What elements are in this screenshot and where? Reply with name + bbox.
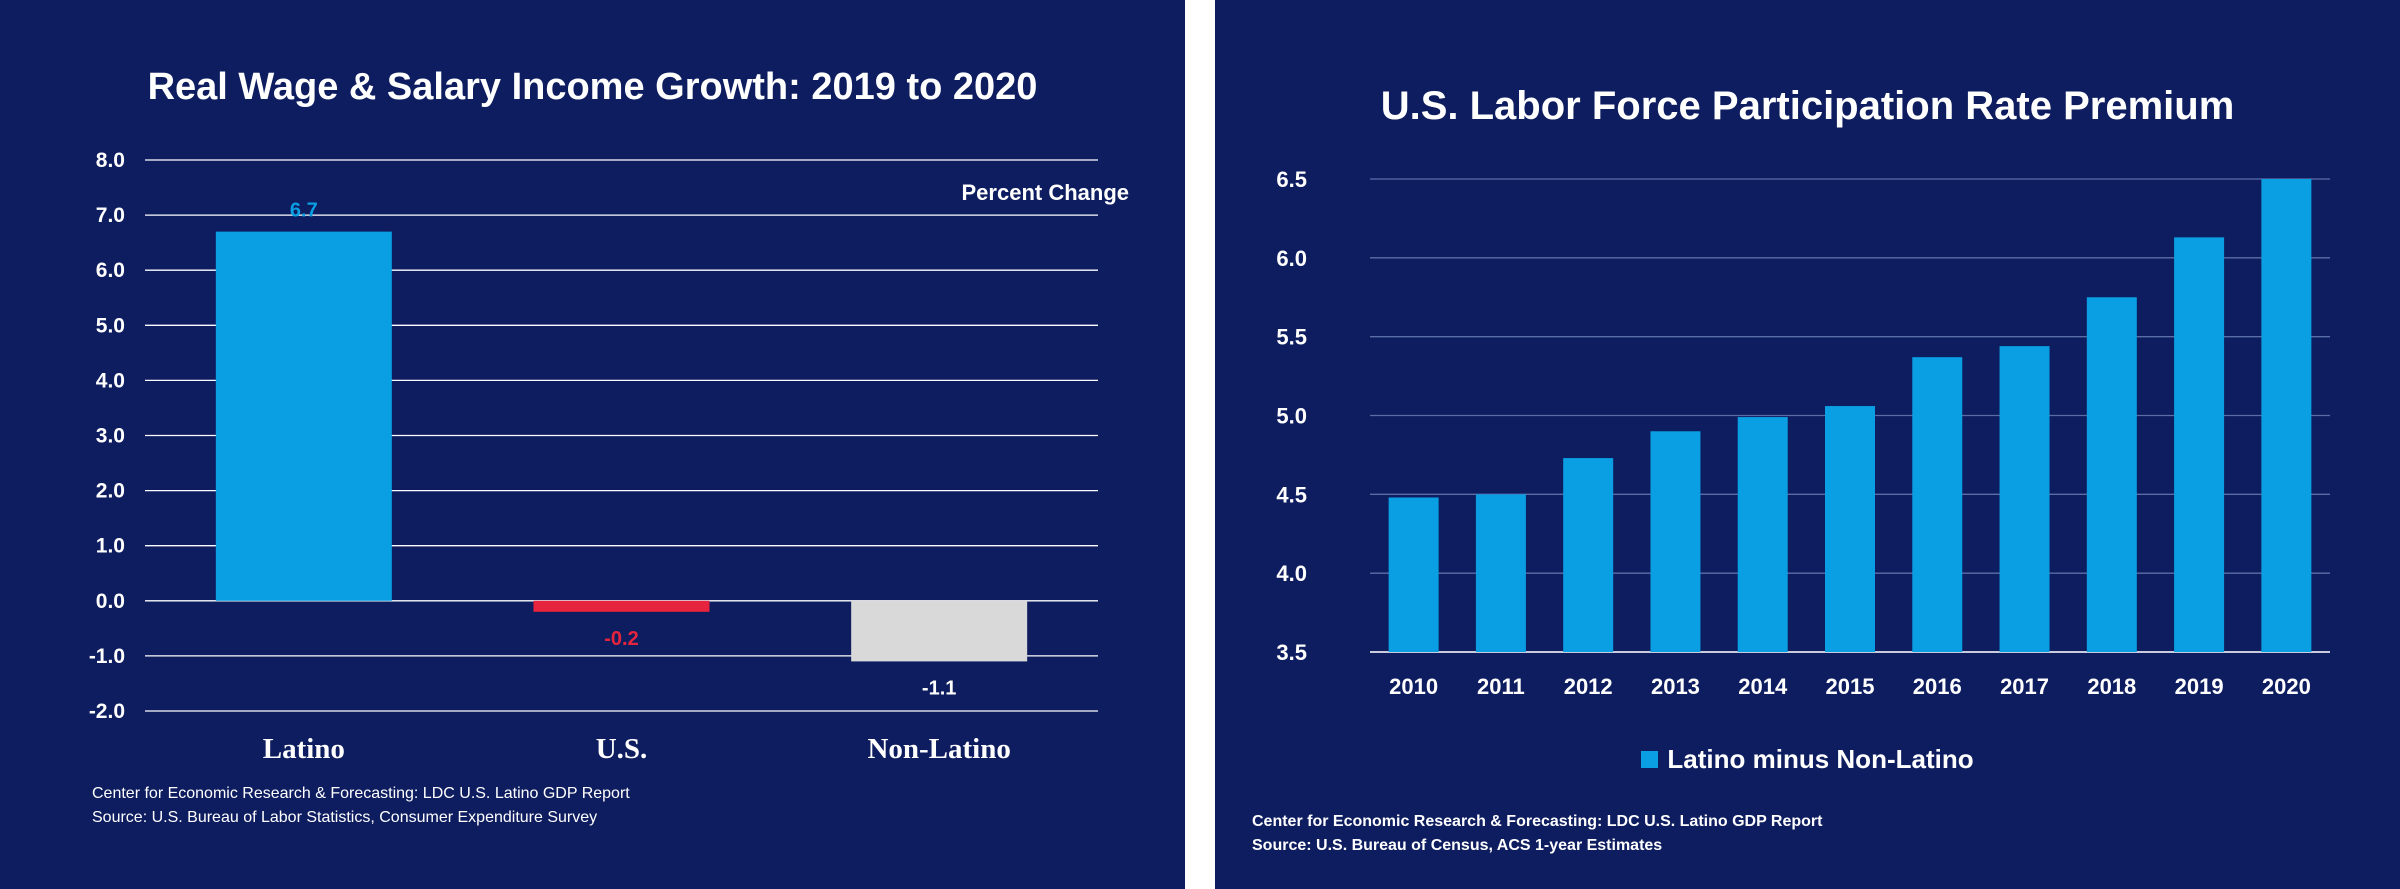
x-tick-label: 2011 (1477, 674, 1525, 699)
bar (1999, 346, 2050, 652)
bar (1825, 406, 1875, 652)
income-growth-panel: Real Wage & Salary Income Growth: 2019 t… (0, 0, 1185, 889)
source-line: Center for Economic Research & Forecasti… (92, 785, 630, 802)
y-tick-label: 6.0 (1276, 246, 1307, 271)
source-note: Center for Economic Research & Forecasti… (1252, 810, 1822, 858)
y-tick-label: 7.0 (96, 204, 125, 227)
x-tick-label: 2020 (2262, 674, 2311, 699)
legend-swatch (1641, 751, 1659, 768)
chart-title: U.S. Labor Force Participation Rate Prem… (1380, 84, 2235, 128)
x-tick-label: 2016 (1913, 674, 1962, 699)
y-tick-label: 4.5 (1276, 482, 1307, 507)
y-tick-label: 5.5 (1276, 325, 1307, 350)
source-line: Source: U.S. Bureau of Labor Statistics,… (92, 809, 598, 826)
x-tick-label: 2012 (1564, 674, 1613, 699)
bar (1475, 494, 1526, 652)
participation-premium-panel: U.S. Labor Force Participation Rate Prem… (1215, 0, 2400, 889)
source-note: Center for Economic Research & Forecasti… (92, 782, 630, 830)
bar (533, 600, 710, 612)
bar (1912, 357, 1963, 652)
source-line: Center for Economic Research & Forecasti… (1252, 813, 1823, 830)
source-line: Source: U.S. Bureau of Census, ACS 1-yea… (1252, 837, 1663, 854)
y-tick-label: -1.0 (89, 645, 125, 668)
y-tick-label: 3.5 (1276, 640, 1307, 665)
x-tick-label: 2017 (2000, 674, 2049, 699)
y-tick-label: 0.0 (96, 590, 125, 613)
data-label: -0.2 (604, 628, 638, 650)
bar (2261, 179, 2312, 652)
bar (2174, 237, 2225, 652)
data-label: 6.7 (290, 200, 318, 222)
x-tick-label: 2015 (1826, 674, 1875, 699)
bar (1737, 417, 1788, 652)
x-tick-label: 2010 (1389, 674, 1438, 699)
bar (2086, 297, 2137, 652)
participation-premium-chart: 6.5 6.0 5.5 5.0 4.5 4.0 3.5 2010 2011 2012 2013 201… (1276, 167, 2330, 699)
y-tick-label: 2.0 (96, 480, 125, 503)
legend-label: Latino minus Non-Latino (1667, 744, 1974, 774)
bar (1563, 458, 1614, 652)
x-tick-label: 2014 (1738, 674, 1788, 699)
y-tick-label: 8.0 (96, 149, 125, 172)
y-tick-label: 3.0 (96, 425, 125, 448)
legend: Latino minus Non-Latino (1215, 744, 2400, 775)
bar (1650, 431, 1701, 652)
category-label: U.S. (596, 733, 648, 765)
y-tick-label: 6.5 (1276, 167, 1307, 192)
y-tick-label: 5.0 (96, 314, 125, 337)
bar (215, 231, 392, 601)
y-tick-label: -2.0 (89, 700, 125, 723)
y-tick-label: 6.0 (96, 259, 125, 282)
x-tick-label: 2013 (1651, 674, 1700, 699)
chart-title: Real Wage & Salary Income Growth: 2019 t… (147, 66, 1038, 108)
category-label: Latino (263, 733, 345, 765)
bar (851, 600, 1028, 662)
category-label: Non-Latino (867, 733, 1010, 765)
unit-label: Percent Change (961, 180, 1130, 205)
x-tick-label: 2018 (2087, 674, 2136, 699)
bar (1388, 497, 1439, 652)
y-tick-label: 1.0 (96, 535, 125, 558)
data-label: -1.1 (922, 677, 956, 699)
income-growth-chart: 8.0 7.0 6.0 5.0 4.0 3.0 2.0 1.0 0.0 -1.0 -2.0 6.7 La… (89, 149, 1098, 765)
y-tick-label: 5.0 (1276, 404, 1307, 429)
y-tick-label: 4.0 (1276, 561, 1307, 586)
x-tick-label: 2019 (2175, 674, 2224, 699)
y-tick-label: 4.0 (96, 369, 125, 392)
